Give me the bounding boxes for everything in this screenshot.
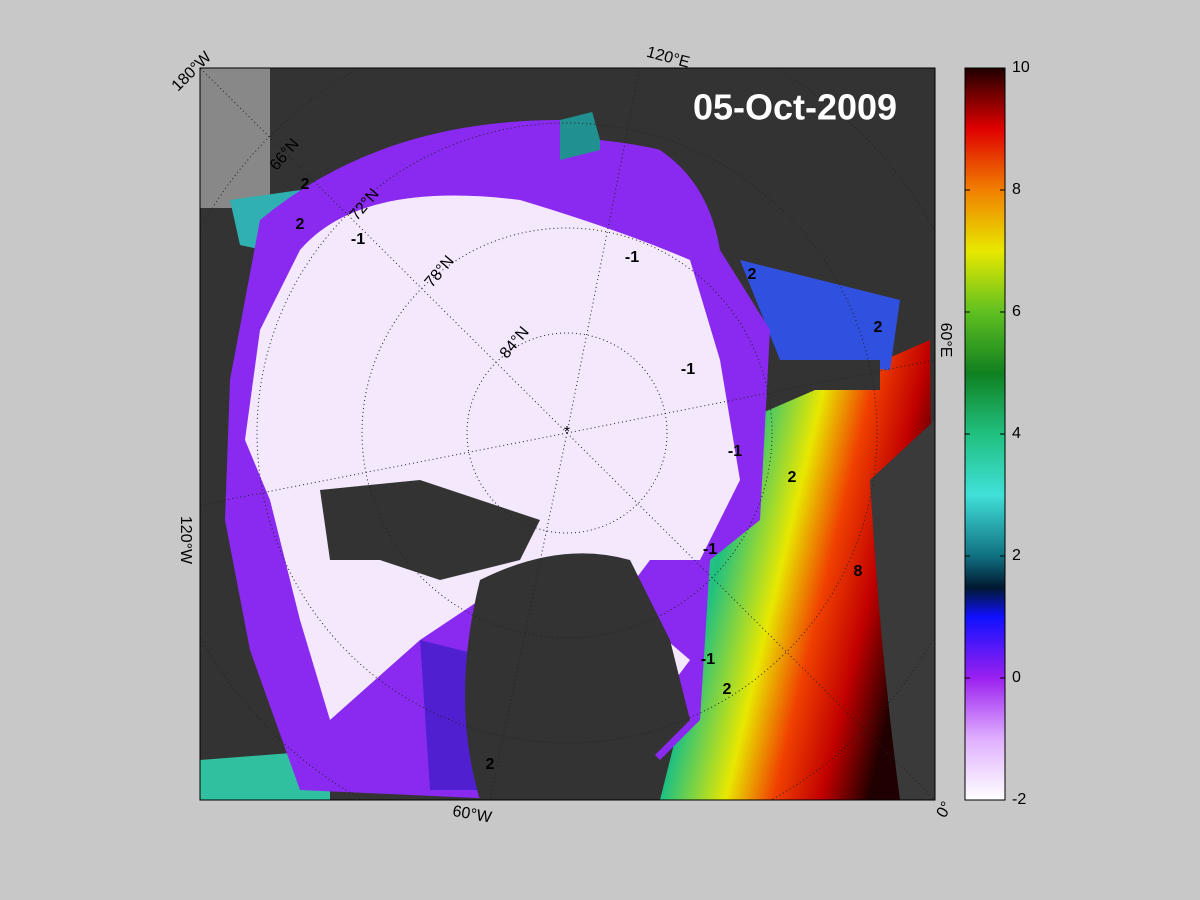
longitude-label: 120°W [177, 516, 194, 565]
contour-label: 8 [854, 563, 863, 580]
graticule [200, 68, 935, 800]
contour-label: -1 [728, 443, 742, 460]
colorbar-tick-label: 10 [1012, 59, 1030, 76]
water [560, 110, 600, 160]
map-frame [199, 67, 936, 801]
contour-label: 2 [788, 469, 797, 486]
contour-label: -1 [703, 541, 717, 558]
scandinavia [870, 420, 935, 800]
contour-label: 2 [301, 176, 310, 193]
contour-label: -1 [351, 231, 365, 248]
contour-label: 2 [723, 681, 732, 698]
colorbar-tick-label: 8 [1012, 181, 1021, 198]
water [740, 260, 900, 370]
longitude-label: 60°E [937, 323, 954, 358]
contour-label: 2 [296, 216, 305, 233]
no-data [200, 68, 270, 208]
contour-label: 2 [748, 266, 757, 283]
colorbar-tick-label: 0 [1012, 669, 1021, 686]
contour-label: -1 [681, 361, 695, 378]
colorbar-tick-label: 6 [1012, 303, 1021, 320]
colorbar-tick-label: 4 [1012, 425, 1021, 442]
novaya-zemlya [780, 360, 880, 390]
colorbar [964, 67, 1006, 801]
archipelago [320, 480, 540, 580]
longitude-label: 0° [934, 799, 956, 821]
map: * [200, 68, 935, 800]
eurasia [580, 68, 935, 230]
date-title: 05-Oct-2009 [693, 87, 897, 128]
greenland [465, 553, 690, 800]
colorbar-tick-label: -2 [1012, 791, 1026, 808]
contour-label: -1 [625, 249, 639, 266]
contour-label: 2 [874, 319, 883, 336]
longitude-label: 120°E [645, 44, 692, 72]
pole-marker: * [564, 424, 570, 441]
contour-label: -1 [701, 651, 715, 668]
colorbar-tick-label: 2 [1012, 547, 1021, 564]
contour-label: 2 [486, 756, 495, 773]
longitude-label: 60°W [451, 803, 494, 827]
